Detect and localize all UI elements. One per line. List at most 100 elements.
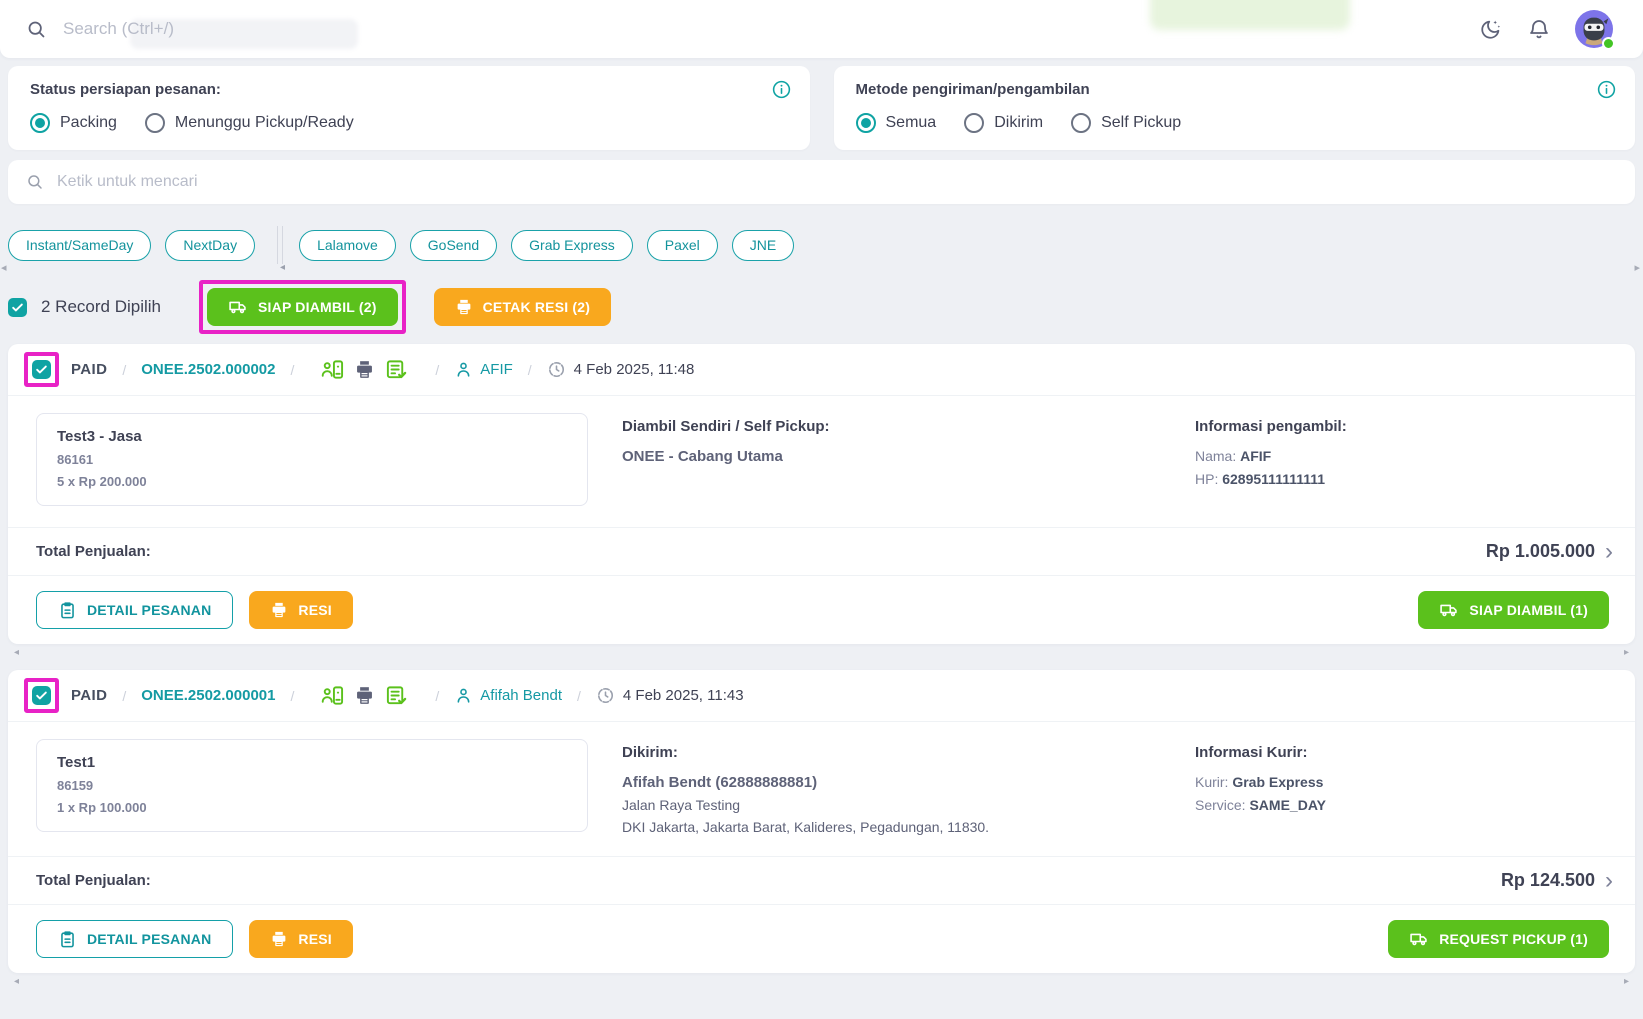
info-icon[interactable]	[1596, 79, 1617, 100]
radio-dikirim[interactable]: Dikirim	[964, 113, 1043, 133]
annotation-highlight	[24, 678, 59, 713]
order-checkbox[interactable]	[32, 360, 51, 379]
chip-gosend[interactable]: GoSend	[409, 229, 498, 261]
separator: /	[290, 361, 295, 378]
printer-icon	[270, 930, 288, 948]
detail-pesanan-button[interactable]: DETAIL PESANAN	[36, 591, 234, 629]
chip-scrollbar-arrow[interactable]: ◂	[280, 262, 286, 273]
clock-icon	[596, 686, 615, 705]
radio-label: Dikirim	[994, 114, 1044, 131]
chip-group-divider	[277, 226, 284, 264]
chip-jne[interactable]: JNE	[731, 229, 795, 261]
product-qty-price: 1 x Rp 100.000	[57, 800, 147, 815]
truck-icon	[1439, 600, 1459, 620]
separator: /	[122, 361, 127, 378]
product-sku: 86161	[57, 452, 94, 467]
product-qty-price: 5 x Rp 200.000	[57, 474, 147, 489]
online-status-dot	[1602, 37, 1615, 50]
total-label: Total Penjualan:	[36, 543, 151, 560]
radio-packing[interactable]: Packing	[30, 113, 117, 133]
page-scroll-right-arrow[interactable]: ▸	[1634, 262, 1640, 274]
order-number-link[interactable]: ONEE.2502.000002	[141, 361, 276, 378]
siap-diambil-button[interactable]: SIAP DIAMBIL (1)	[1418, 591, 1609, 629]
order-header: PAID / ONEE.2502.000002 / / AFIF /	[8, 344, 1635, 396]
product-box: Test3 - Jasa 86161 5 x Rp 200.000	[36, 413, 588, 506]
printer-icon[interactable]	[354, 359, 375, 380]
button-label: DETAIL PESANAN	[87, 602, 212, 618]
total-value-expander[interactable]: Rp 1.005.000 ›	[1485, 539, 1613, 563]
info-icon[interactable]	[771, 79, 792, 100]
page-scroll-left-arrow[interactable]: ◂	[1, 262, 7, 274]
separator: /	[435, 361, 440, 378]
total-value-expander[interactable]: Rp 124.500 ›	[1501, 868, 1613, 892]
radio-semua[interactable]: Semua	[855, 113, 936, 133]
list-search-input[interactable]	[57, 173, 1617, 191]
total-amount: Rp 1.005.000	[1485, 541, 1595, 561]
annotation-highlight: SIAP DIAMBIL (2)	[199, 280, 406, 334]
order-number-link[interactable]: ONEE.2502.000001	[141, 687, 276, 704]
separator: /	[290, 687, 295, 704]
receipt-check-icon[interactable]	[385, 684, 408, 707]
clipboard-icon	[58, 930, 77, 949]
chip-instant-sameday[interactable]: Instant/SameDay	[8, 229, 152, 261]
detail-pesanan-button[interactable]: DETAIL PESANAN	[36, 920, 234, 958]
product-name: Test1	[57, 754, 96, 771]
notifications-bell-icon[interactable]	[1527, 17, 1551, 41]
select-all-checkbox[interactable]	[8, 297, 27, 317]
contact-card-icon[interactable]	[321, 358, 344, 381]
order-datetime: 4 Feb 2025, 11:43	[596, 686, 744, 705]
chip-grab-express[interactable]: Grab Express	[511, 229, 633, 261]
request-pickup-button[interactable]: REQUEST PICKUP (1)	[1388, 920, 1609, 958]
annotation-highlight	[24, 352, 59, 387]
scroll-left-arrow[interactable]: ◂	[14, 976, 20, 987]
global-search-input[interactable]	[63, 19, 583, 39]
info-column: Informasi Kurir: Kurir: Grab Express Ser…	[1195, 739, 1607, 835]
button-label: REQUEST PICKUP (1)	[1439, 931, 1588, 947]
radio-self-pickup[interactable]: Self Pickup	[1071, 113, 1181, 133]
bulk-selection-bar: 2 Record Dipilih SIAP DIAMBIL (2) CETAK …	[8, 280, 1635, 334]
customer-link[interactable]: AFIF	[454, 360, 513, 379]
scroll-right-arrow[interactable]: ▸	[1623, 976, 1629, 987]
chip-paxel[interactable]: Paxel	[646, 229, 718, 261]
cetak-resi-bulk-button[interactable]: CETAK RESI (2)	[433, 288, 612, 326]
order-header: PAID / ONEE.2502.000001 / / Afifah Bendt…	[8, 670, 1635, 722]
printer-icon	[455, 298, 473, 316]
customer-name: AFIF	[480, 361, 513, 378]
chip-nextday[interactable]: NextDay	[165, 229, 256, 261]
order-checkbox[interactable]	[32, 686, 51, 705]
button-label: RESI	[298, 602, 332, 618]
resi-button[interactable]: RESI	[249, 591, 353, 629]
info-title: Informasi pengambil:	[1195, 418, 1347, 435]
radio-menunggu-pickup[interactable]: Menunggu Pickup/Ready	[144, 113, 354, 133]
radio-label: Menunggu Pickup/Ready	[174, 114, 354, 131]
info-column: Informasi pengambil: Nama: AFIF HP: 6289…	[1195, 413, 1607, 506]
scroll-left-arrow[interactable]: ◂	[14, 647, 20, 658]
receipt-check-icon[interactable]	[385, 358, 408, 381]
customer-link[interactable]: Afifah Bendt	[454, 686, 562, 705]
status-filter-panel: Status persiapan pesanan: Packing Menung…	[8, 66, 810, 150]
button-label: RESI	[298, 931, 332, 947]
chip-lalamove[interactable]: Lalamove	[299, 229, 396, 261]
siap-diambil-bulk-button[interactable]: SIAP DIAMBIL (2)	[207, 288, 398, 326]
button-label: CETAK RESI (2)	[482, 299, 591, 315]
info-row: HP: 62895111111111	[1195, 471, 1326, 487]
dark-mode-moon-icon[interactable]	[1478, 17, 1503, 42]
method-panel-title: Metode pengiriman/pengambilan	[855, 81, 1090, 98]
info-row: Service: SAME_DAY	[1195, 797, 1326, 813]
separator: /	[435, 687, 440, 704]
resi-button[interactable]: RESI	[249, 920, 353, 958]
shipping-address-line: Jalan Raya Testing	[622, 797, 741, 813]
person-icon	[454, 686, 473, 705]
info-title: Informasi Kurir:	[1195, 744, 1308, 761]
shipping-column: Dikirim: Afifah Bendt (62888888881) Jala…	[622, 739, 1161, 835]
button-label: SIAP DIAMBIL (2)	[258, 299, 377, 315]
user-avatar[interactable]	[1575, 10, 1615, 50]
printer-icon[interactable]	[354, 685, 375, 706]
radio-icon	[30, 113, 50, 133]
contact-card-icon[interactable]	[321, 684, 344, 707]
total-label: Total Penjualan:	[36, 872, 151, 889]
scroll-right-arrow[interactable]: ▸	[1623, 647, 1629, 658]
topbar	[0, 0, 1643, 58]
radio-label: Packing	[60, 114, 117, 131]
status-panel-title: Status persiapan pesanan:	[30, 81, 221, 98]
